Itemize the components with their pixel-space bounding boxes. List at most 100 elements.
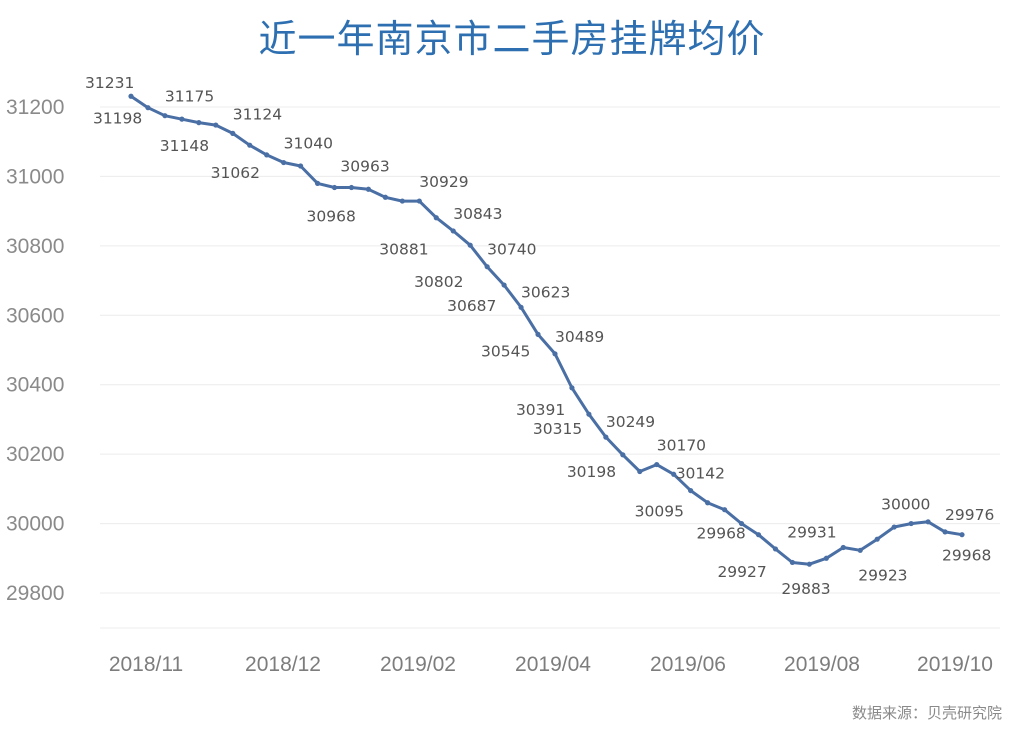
data-markers (128, 93, 965, 567)
data-value-label: 29968 (696, 525, 745, 543)
x-tick-label: 2019/02 (380, 653, 456, 676)
data-point (671, 471, 677, 477)
data-point (264, 152, 270, 158)
data-point (196, 120, 202, 126)
data-point (552, 351, 558, 357)
data-point (501, 282, 507, 288)
data-point (179, 116, 185, 122)
data-source-note: 数据来源：贝壳研究院 (851, 704, 1002, 722)
data-value-label: 30391 (516, 401, 565, 419)
data-value-label: 30963 (340, 157, 389, 175)
data-value-label: 31231 (85, 74, 134, 92)
chart-title: 近一年南京市二手房挂牌均价 (258, 17, 766, 61)
data-point (755, 532, 762, 538)
data-point (162, 113, 168, 119)
data-point (823, 555, 829, 561)
data-point (230, 130, 236, 136)
data-value-label: 29923 (858, 566, 907, 584)
data-point (484, 264, 490, 270)
data-point (603, 434, 609, 440)
data-point (348, 184, 355, 191)
y-tick-label: 30000 (6, 513, 64, 536)
data-value-label: 30623 (521, 283, 570, 301)
data-value-label: 29927 (717, 563, 766, 581)
data-value-label: 30687 (447, 297, 496, 315)
data-value-label: 30802 (414, 273, 463, 291)
data-value-label: 31148 (160, 137, 209, 155)
data-value-label: 30170 (657, 437, 706, 455)
data-point (399, 198, 405, 204)
data-point (637, 468, 643, 475)
data-value-label: 31062 (211, 164, 260, 182)
data-point (535, 331, 541, 337)
data-point (467, 242, 473, 248)
data-point (145, 105, 151, 111)
y-tick-label: 31000 (6, 165, 64, 188)
x-tick-label: 2018/11 (109, 653, 183, 676)
data-point (874, 536, 880, 542)
data-point (857, 547, 863, 553)
data-point (705, 500, 711, 506)
data-point (840, 544, 846, 551)
data-value-label: 30198 (567, 463, 616, 481)
data-value-label: 31175 (165, 88, 214, 106)
data-point (416, 198, 422, 204)
x-tick-label: 2019/06 (650, 653, 726, 676)
data-point (789, 559, 796, 566)
data-value-label: 30968 (307, 208, 356, 226)
x-tick-label: 2019/04 (515, 653, 591, 676)
x-tick-label: 2018/12 (245, 653, 321, 676)
data-point (772, 546, 779, 552)
data-point (433, 215, 439, 221)
data-value-label: 30843 (453, 205, 502, 223)
data-value-label: 31198 (93, 110, 142, 128)
data-value-label: 30881 (379, 241, 428, 259)
data-point (569, 385, 575, 391)
data-value-label: 30489 (555, 328, 604, 346)
data-point (908, 520, 914, 527)
y-tick-label: 30600 (6, 304, 64, 327)
data-point (925, 519, 931, 525)
data-point (721, 507, 728, 513)
y-tick-label: 29800 (6, 582, 64, 605)
data-value-label: 30315 (533, 420, 582, 438)
data-point (891, 524, 897, 530)
data-value-label: 29931 (787, 524, 836, 542)
data-point (688, 487, 694, 494)
data-value-label: 30142 (676, 464, 725, 482)
data-value-label: 30545 (481, 342, 530, 360)
y-tick-label: 30200 (6, 443, 64, 466)
data-point (942, 529, 948, 535)
y-tick-label: 31200 (6, 96, 64, 119)
data-point (331, 184, 338, 191)
data-point (281, 159, 287, 166)
data-point (586, 411, 592, 417)
data-value-label: 30929 (419, 173, 468, 191)
data-value-label: 30740 (487, 241, 536, 259)
price-line (129, 94, 964, 566)
x-tick-label: 2019/08 (784, 653, 860, 676)
data-point (620, 452, 626, 458)
data-point (128, 93, 134, 99)
data-point (806, 561, 812, 567)
data-point (654, 461, 660, 468)
data-value-label: 31040 (284, 135, 333, 153)
data-point (450, 228, 456, 234)
data-value-label: 29883 (781, 580, 830, 598)
data-point (382, 194, 388, 200)
y-tick-label: 30800 (6, 235, 64, 258)
data-point (213, 122, 219, 128)
y-tick-label: 30400 (6, 374, 64, 397)
gridlines (100, 106, 1000, 629)
data-value-label: 31124 (233, 105, 282, 123)
data-labels: 31231 31198 31175 31148 31124 31062 31040 30968… (85, 74, 994, 598)
data-point (738, 520, 745, 527)
data-value-label: 30249 (606, 413, 655, 431)
data-value-label: 29968 (942, 547, 991, 565)
x-axis-ticks: 2018/11 2018/12 2019/02 2019/04 2019/06 2019/… (109, 653, 993, 676)
x-tick-label: 2019/10 (917, 653, 993, 676)
data-value-label: 30000 (881, 496, 930, 514)
data-point (297, 163, 304, 169)
data-point (518, 304, 524, 310)
